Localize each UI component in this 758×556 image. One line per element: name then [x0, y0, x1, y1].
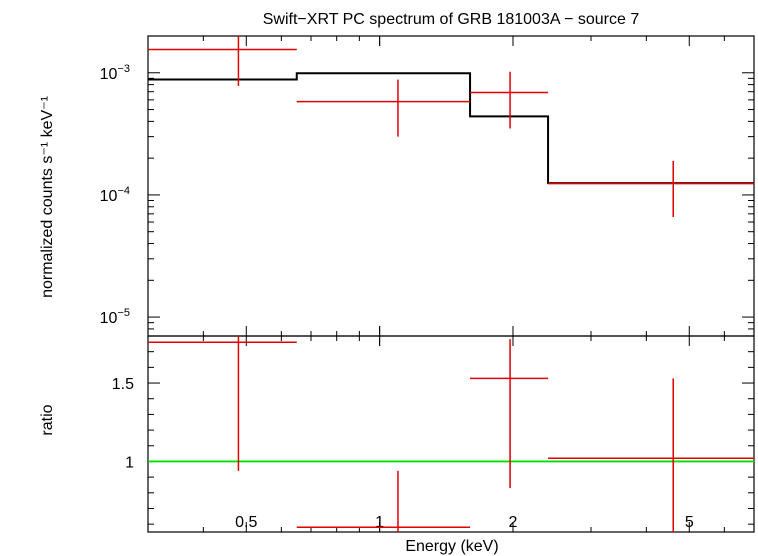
- ratio-panel: 0.5 1 2 5 1.5 1: [112, 335, 755, 533]
- x-tick-label: 1: [375, 514, 384, 531]
- y-tick-label: 1.5: [112, 376, 134, 393]
- spectrum-y-axis-label: normalized counts s⁻¹ keV⁻¹: [39, 96, 56, 298]
- y-tick-label: 1: [125, 454, 134, 471]
- spectrum-panel: 10−3 10−4 10−5: [100, 35, 755, 346]
- ratio-y-axis-label: ratio: [39, 404, 56, 435]
- x-axis-label: Energy (keV): [405, 538, 498, 555]
- chart-title: Swift−XRT PC spectrum of GRB 181003A − s…: [263, 11, 640, 28]
- x-tick-label: 0.5: [235, 514, 257, 531]
- ratio-frame: [147, 335, 755, 533]
- x-tick-label: 2: [509, 514, 518, 531]
- y-tick-label: 10−3: [100, 63, 130, 83]
- x-tick-label: 5: [685, 514, 694, 531]
- y-tick-label: 10−5: [100, 307, 130, 327]
- model-step-line: [148, 72, 754, 185]
- y-tick-label: 10−4: [100, 185, 130, 205]
